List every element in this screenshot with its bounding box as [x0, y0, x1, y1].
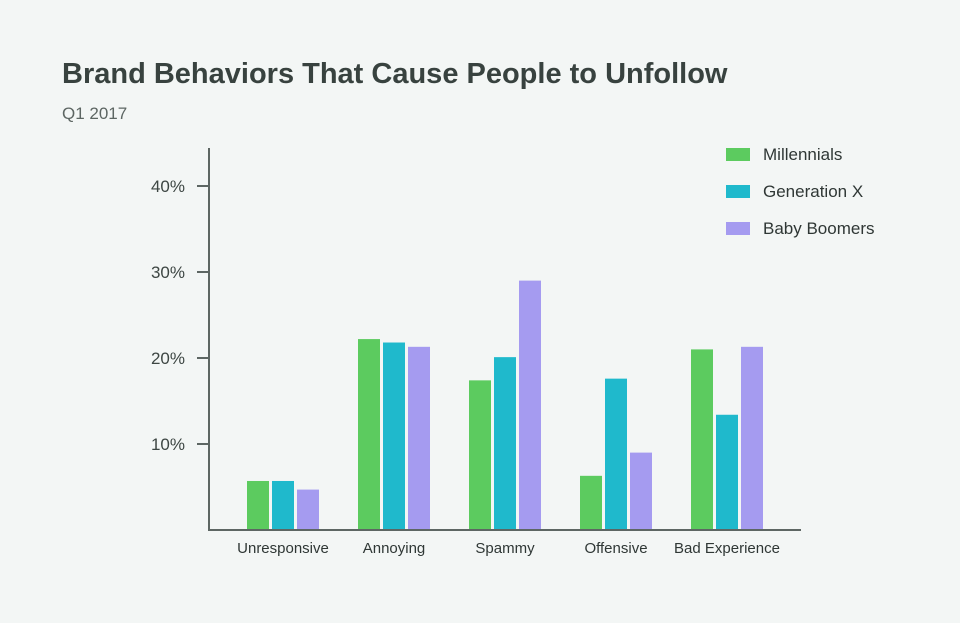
y-tick-label: 30%: [151, 263, 185, 282]
chart-title: Brand Behaviors That Cause People to Unf…: [62, 58, 728, 90]
bar-millennials: [580, 475, 602, 530]
chart-subtitle: Q1 2017: [62, 104, 128, 123]
x-tick-label: Offensive: [584, 540, 647, 557]
y-tick-label: 10%: [151, 435, 185, 454]
bar-generation-x: [494, 357, 516, 530]
bar-generation-x: [383, 342, 405, 530]
x-axis-labels: Unresponsive Annoying Spammy Offensive Bad E…: [237, 540, 780, 557]
legend-label: Generation X: [763, 182, 863, 201]
bar-millennials: [469, 380, 491, 530]
bar-millennials: [247, 480, 269, 530]
legend-swatch: [726, 148, 750, 161]
x-tick-label: Spammy: [475, 540, 535, 557]
legend-label: Baby Boomers: [763, 219, 875, 238]
bar-baby-boomers: [741, 346, 763, 530]
bars-group: [247, 280, 763, 530]
bar-millennials: [691, 349, 713, 530]
bar-baby-boomers: [408, 346, 430, 530]
bar-millennials: [358, 339, 380, 530]
x-tick-label: Annoying: [363, 540, 426, 557]
bar-baby-boomers: [630, 452, 652, 530]
legend-swatch: [726, 222, 750, 235]
y-tick-label: 20%: [151, 349, 185, 368]
bar-generation-x: [605, 378, 627, 530]
legend-label: Millennials: [763, 145, 842, 164]
bar-baby-boomers: [519, 280, 541, 530]
x-tick-label: Bad Experience: [674, 540, 780, 557]
x-tick-label: Unresponsive: [237, 540, 329, 557]
bar-generation-x: [272, 480, 294, 530]
bar-baby-boomers: [297, 489, 319, 530]
legend-swatch: [726, 185, 750, 198]
bar-generation-x: [716, 414, 738, 530]
legend: Millennials Generation X Baby Boomers: [726, 145, 875, 238]
y-axis-ticks: 10% 20% 30% 40%: [151, 177, 209, 454]
y-tick-label: 40%: [151, 177, 185, 196]
